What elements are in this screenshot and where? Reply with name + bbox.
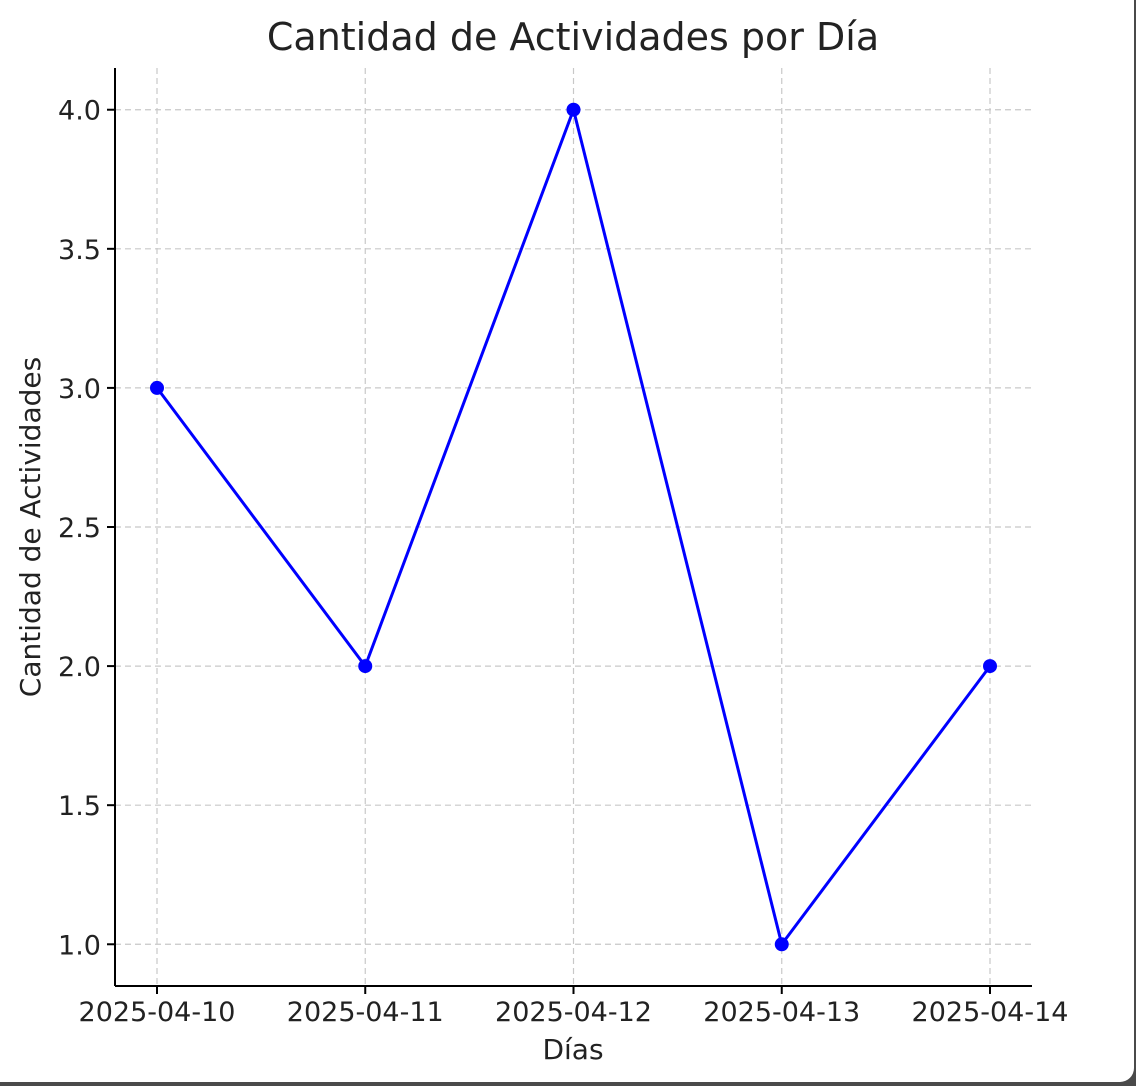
- data-point: [150, 380, 164, 395]
- data-point: [566, 102, 581, 117]
- y-tick-label: 3.0: [58, 374, 101, 405]
- x-axis-label: Días: [542, 1033, 603, 1066]
- data-point: [358, 659, 373, 674]
- y-axis-ticks: 1.0 1.5 2.0 2.5 3.0 3.5 4.0: [58, 96, 115, 961]
- y-tick-label: 2.5: [58, 513, 101, 544]
- y-axis-label: Cantidad de Actividades: [14, 357, 47, 697]
- data-point: [983, 659, 997, 674]
- x-axis-ticks: 2025-04-10 2025-04-11 2025-04-12 2025-04-13…: [79, 986, 1069, 1028]
- x-tick-label: 2025-04-14: [912, 997, 1069, 1028]
- grid: [115, 68, 1032, 986]
- x-tick-label: 2025-04-11: [287, 997, 444, 1028]
- chart-title: Cantidad de Actividades por Día: [267, 15, 879, 59]
- data-series: [150, 102, 997, 952]
- y-tick-label: 1.0: [58, 930, 101, 961]
- y-tick-label: 3.5: [58, 235, 101, 266]
- x-tick-label: 2025-04-12: [495, 997, 652, 1028]
- y-tick-label: 2.0: [58, 652, 101, 683]
- x-tick-label: 2025-04-10: [79, 997, 236, 1028]
- x-tick-label: 2025-04-13: [703, 997, 860, 1028]
- y-tick-label: 4.0: [58, 96, 101, 127]
- data-point: [774, 937, 789, 952]
- y-tick-label: 1.5: [58, 791, 101, 822]
